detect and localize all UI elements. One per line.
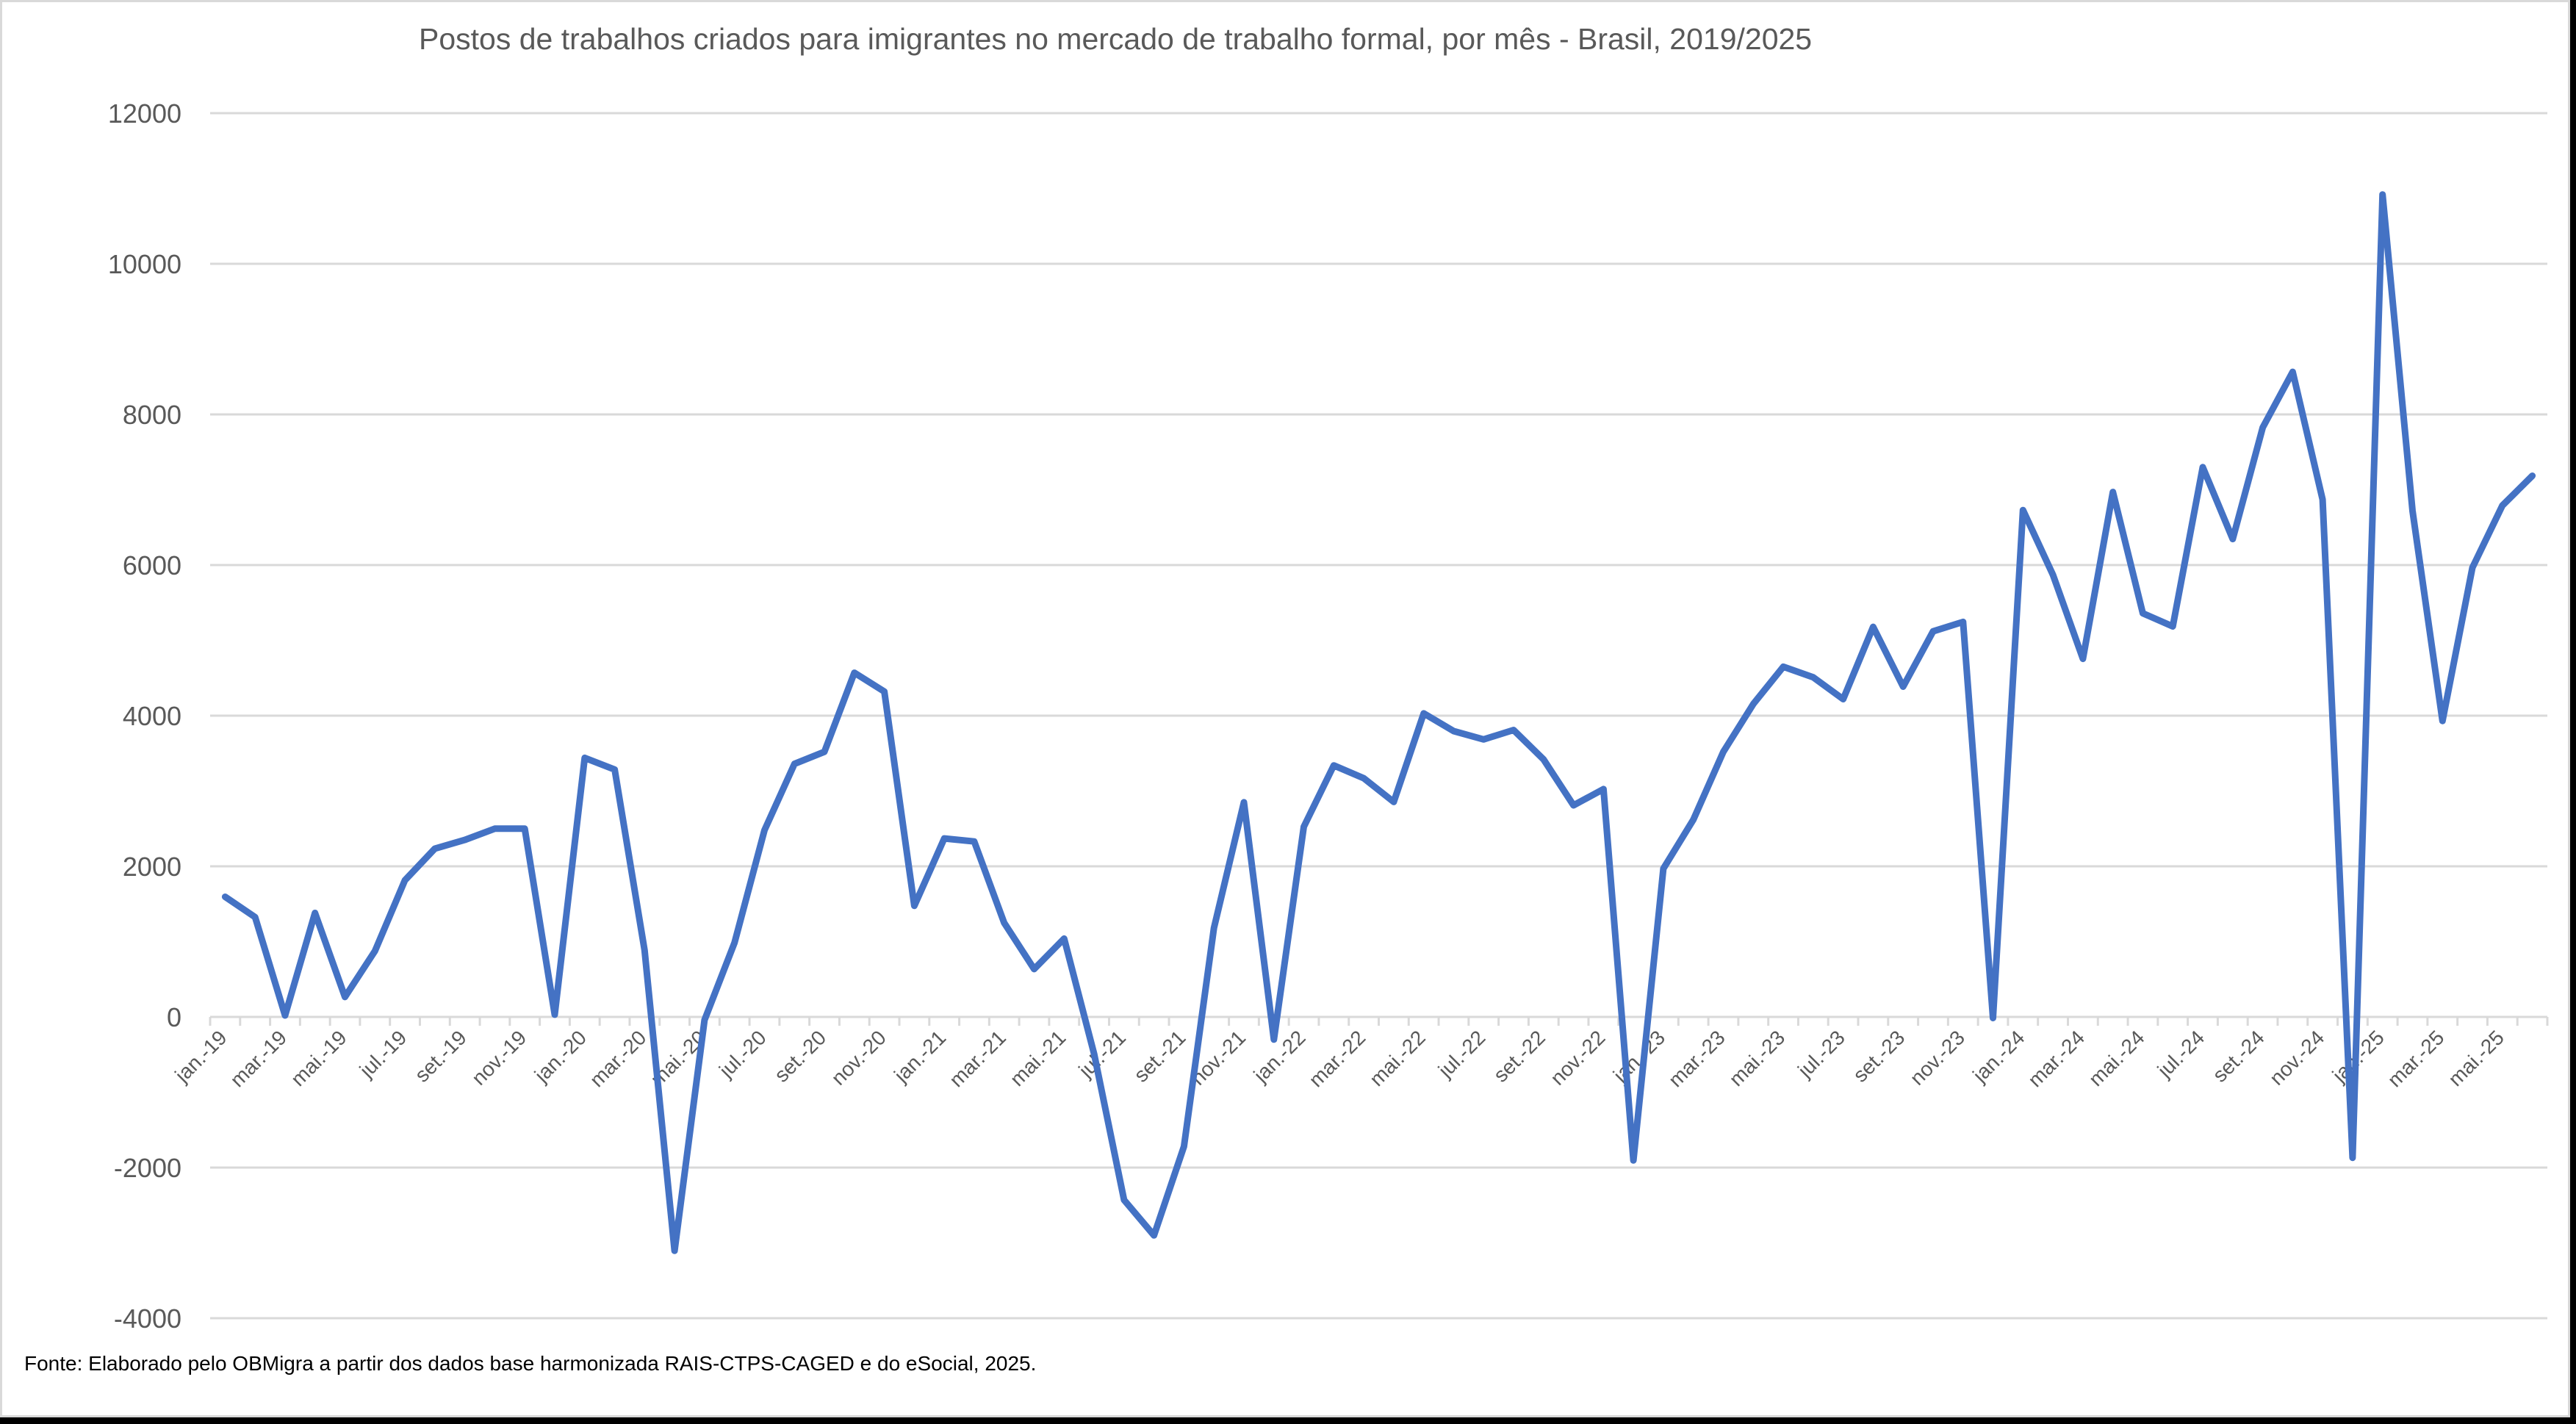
x-tick-label: nov.-22 <box>1546 1026 1609 1089</box>
x-tick-label: set.-24 <box>2208 1026 2268 1086</box>
x-tick-label: set.-20 <box>770 1026 830 1086</box>
y-tick-label: 12000 <box>108 98 181 129</box>
x-tick-label: mar.-22 <box>1304 1026 1370 1091</box>
y-tick-label: 6000 <box>123 550 181 580</box>
x-tick-label: set.-19 <box>410 1026 470 1086</box>
x-tick-label: jul.-19 <box>355 1026 411 1082</box>
x-tick-label: mai.-25 <box>2444 1026 2508 1090</box>
x-tick-label: mai.-22 <box>1365 1026 1430 1090</box>
x-tick-label: mar.-23 <box>1664 1026 1730 1091</box>
x-tick-label: mai.-24 <box>2084 1026 2149 1090</box>
x-tick-label: nov.-19 <box>467 1026 530 1089</box>
x-axis <box>209 1017 2549 1026</box>
y-axis-labels: -4000 -2000 0 2000 4000 6000 8000 10000 12000 <box>108 98 181 1334</box>
x-tick-label: mar.-20 <box>586 1026 651 1091</box>
x-tick-label: jan.-19 <box>170 1026 231 1087</box>
x-tick-label: jul.-22 <box>1433 1026 1490 1082</box>
y-tick-label: 0 <box>167 1002 181 1032</box>
x-tick-label: jan.-20 <box>530 1026 591 1087</box>
x-tick-label: nov.-24 <box>2265 1026 2328 1089</box>
x-tick-label: jan.-24 <box>1968 1026 2029 1087</box>
series-line <box>221 191 2536 1254</box>
y-tick-label: 4000 <box>123 701 181 731</box>
y-tick-label: -4000 <box>114 1303 181 1334</box>
x-tick-label: jan.-22 <box>1249 1026 1310 1087</box>
x-tick-label: mai.-23 <box>1724 1026 1789 1090</box>
x-tick-label: jul.-24 <box>2153 1026 2209 1082</box>
x-tick-label: jan.-21 <box>889 1026 950 1087</box>
x-tick-label: set.-22 <box>1489 1026 1550 1086</box>
y-tick-label: 8000 <box>123 400 181 430</box>
source-note: Fonte: Elaborado pelo OBMigra a partir d… <box>24 1352 1037 1375</box>
x-tick-label: mar.-21 <box>945 1026 1010 1091</box>
y-tick-label: -2000 <box>114 1153 181 1183</box>
x-tick-label: jul.-21 <box>1074 1026 1131 1082</box>
x-tick-label: nov.-20 <box>827 1026 890 1089</box>
x-tick-label: jul.-20 <box>714 1026 771 1082</box>
y-tick-label: 2000 <box>123 852 181 882</box>
gridlines <box>210 112 2547 1320</box>
chart-title: Postos de trabalhos criados para imigran… <box>419 22 1813 56</box>
x-tick-label: mai.-19 <box>287 1026 351 1090</box>
x-tick-label: mai.-21 <box>1006 1026 1071 1090</box>
x-tick-label: set.-23 <box>1849 1026 1909 1086</box>
x-tick-label: set.-21 <box>1129 1026 1190 1086</box>
x-tick-label: mar.-24 <box>2023 1026 2089 1091</box>
x-tick-label: jul.-23 <box>1793 1026 1849 1082</box>
x-tick-label: mar.-19 <box>226 1026 291 1091</box>
x-tick-label: mar.-25 <box>2383 1026 2448 1091</box>
x-tick-label: nov.-23 <box>1905 1026 1968 1089</box>
y-tick-label: 10000 <box>108 249 181 279</box>
